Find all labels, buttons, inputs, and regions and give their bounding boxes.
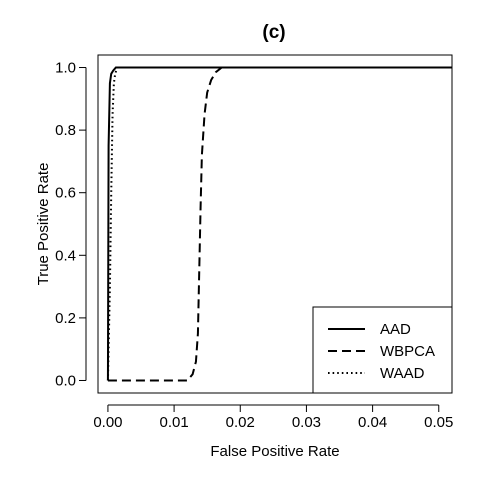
chart-title: (c) bbox=[262, 22, 285, 43]
series-line-aad bbox=[106, 66, 452, 381]
x-tick-label: 0.05 bbox=[424, 414, 453, 431]
y-tick-label: 0.6 bbox=[55, 185, 76, 202]
y-tick-label: 0.8 bbox=[55, 122, 76, 139]
legend-label-aad: AAD bbox=[380, 321, 411, 338]
y-tick-label: 0.0 bbox=[55, 372, 76, 389]
x-tick-label: 0.03 bbox=[292, 414, 321, 431]
plot-frame bbox=[97, 54, 453, 394]
series-line-waad bbox=[106, 66, 452, 381]
plot-area bbox=[106, 66, 452, 382]
series-line-wbpca bbox=[107, 66, 452, 382]
y-axis-label: True Positive Rate bbox=[35, 163, 52, 286]
y-axis: 0.0 0.2 0.4 0.6 0.8 1.0 bbox=[55, 60, 87, 389]
x-tick-label: 0.02 bbox=[226, 414, 255, 431]
y-tick-label: 0.4 bbox=[55, 247, 76, 264]
x-tick-label: 0.04 bbox=[358, 414, 387, 431]
legend: AAD WBPCA WAAD bbox=[312, 306, 453, 394]
x-tick-label: 0.00 bbox=[93, 414, 122, 431]
y-tick-label: 0.2 bbox=[55, 310, 76, 327]
legend-label-wbpca: WBPCA bbox=[380, 343, 435, 360]
y-tick-label: 1.0 bbox=[55, 60, 76, 77]
x-tick-label: 0.01 bbox=[159, 414, 188, 431]
x-axis-label: False Positive Rate bbox=[210, 443, 339, 460]
legend-label-waad: WAAD bbox=[380, 365, 425, 382]
x-axis: 0.00 0.01 0.02 0.03 0.04 0.05 bbox=[93, 404, 453, 431]
